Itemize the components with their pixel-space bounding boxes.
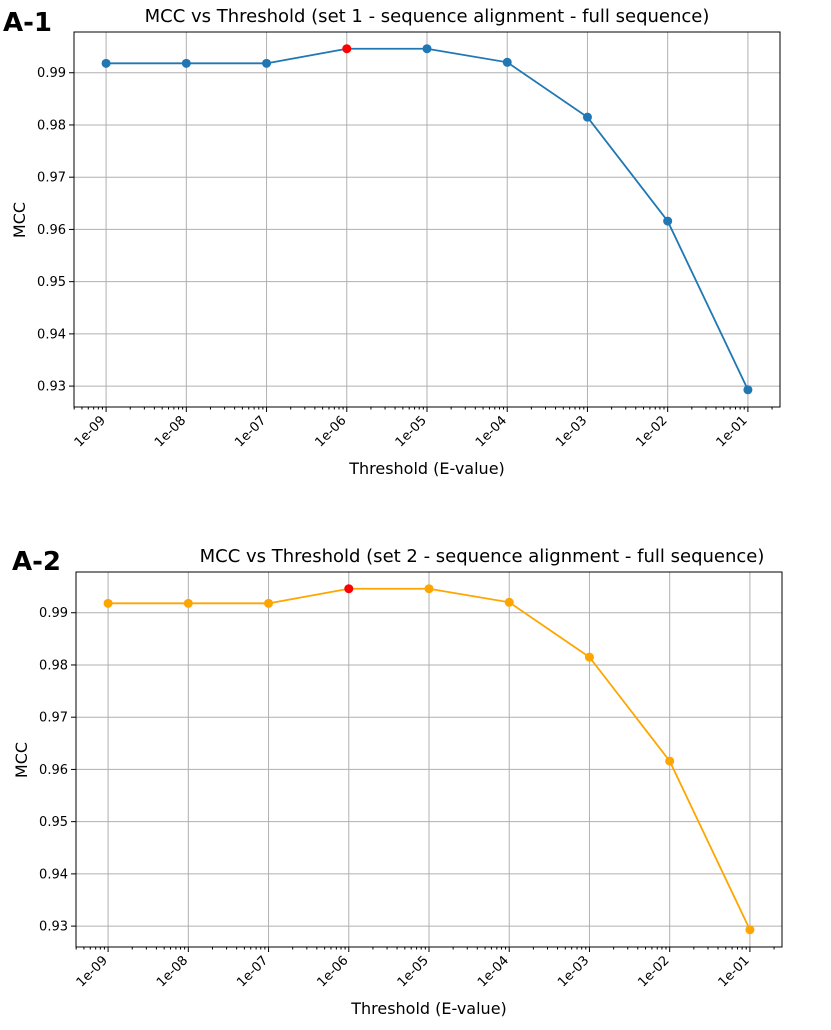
data-point (424, 584, 434, 594)
y-tick-label: 0.94 (37, 327, 66, 342)
series (101, 44, 753, 395)
x-tick-label: 1e-07 (232, 413, 269, 450)
x-tick-label: 1e-09 (74, 953, 111, 990)
x-tick-label: 1e-04 (473, 413, 510, 450)
y-tick-label: 0.93 (39, 920, 68, 935)
x-tick-label: 1e-04 (475, 953, 512, 990)
x-tick-label: 1e-03 (553, 413, 590, 450)
x-tick-label: 1e-08 (154, 953, 191, 990)
y-tick-label: 0.97 (37, 171, 66, 186)
y-axis-label: MCC (10, 202, 29, 238)
y-tick-label: 0.96 (37, 223, 66, 238)
data-point (181, 58, 191, 68)
data-point (584, 652, 594, 662)
data-point-best (342, 44, 352, 54)
data-point (502, 57, 512, 67)
data-point (264, 598, 274, 608)
x-tick-label: 1e-06 (314, 953, 351, 990)
chart-panel-a2: A-2 MCC vs Threshold (set 2 - sequence a… (12, 546, 783, 1018)
grid (74, 32, 780, 407)
data-point (743, 385, 753, 395)
x-tick-label: 1e-02 (635, 953, 672, 990)
x-ticks: 1e-09 1e-08 1e-07 1e-06 1e-05 1e-04 1e-03 1e-02… (72, 407, 751, 450)
y-tick-label: 0.99 (37, 66, 66, 81)
x-tick-label: 1e-07 (234, 953, 271, 990)
data-point (101, 58, 111, 68)
data-point (183, 598, 193, 608)
y-tick-label: 0.96 (39, 763, 68, 778)
y-ticks: 0.93 0.94 0.95 0.96 0.97 0.98 0.99 (37, 66, 74, 395)
data-point (663, 216, 673, 226)
y-tick-label: 0.98 (37, 118, 66, 133)
grid (76, 572, 782, 947)
data-point (745, 925, 755, 935)
x-tick-label: 1e-08 (152, 413, 189, 450)
data-point (504, 597, 514, 607)
panel-label: A-1 (3, 8, 52, 38)
y-axis-label: MCC (12, 742, 31, 778)
data-point (665, 756, 675, 766)
y-tick-label: 0.99 (39, 606, 68, 621)
y-tick-label: 0.97 (39, 711, 68, 726)
panel-label: A-2 (12, 547, 61, 577)
x-axis-label: Threshold (E-value) (348, 459, 505, 478)
y-ticks: 0.93 0.94 0.95 0.96 0.97 0.98 0.99 (39, 606, 76, 935)
chart-title: MCC vs Threshold (set 2 - sequence align… (200, 546, 765, 567)
chart-panel-a1: A-1 MCC vs Threshold (set 1 - sequence a… (3, 6, 781, 478)
y-tick-label: 0.95 (39, 815, 68, 830)
y-tick-label: 0.98 (39, 658, 68, 673)
chart-title: MCC vs Threshold (set 1 - sequence align… (145, 6, 710, 27)
x-ticks: 1e-09 1e-08 1e-07 1e-06 1e-05 1e-04 1e-03 1e-02… (74, 947, 753, 990)
data-point (103, 598, 113, 608)
x-tick-label: 1e-01 (716, 953, 753, 990)
y-tick-label: 0.95 (37, 275, 66, 290)
x-tick-label: 1e-02 (633, 413, 670, 450)
x-axis-label: Threshold (E-value) (350, 999, 507, 1018)
x-tick-label: 1e-05 (393, 413, 430, 450)
data-point (262, 58, 272, 68)
x-tick-label: 1e-05 (395, 953, 432, 990)
x-tick-label: 1e-03 (555, 953, 592, 990)
data-point (582, 112, 592, 122)
data-point-best (344, 584, 354, 594)
y-tick-label: 0.93 (37, 380, 66, 395)
data-point (422, 44, 432, 54)
x-tick-label: 1e-01 (714, 413, 751, 450)
y-tick-label: 0.94 (39, 867, 68, 882)
x-tick-label: 1e-06 (312, 413, 349, 450)
x-tick-label: 1e-09 (72, 413, 109, 450)
series (103, 584, 755, 935)
